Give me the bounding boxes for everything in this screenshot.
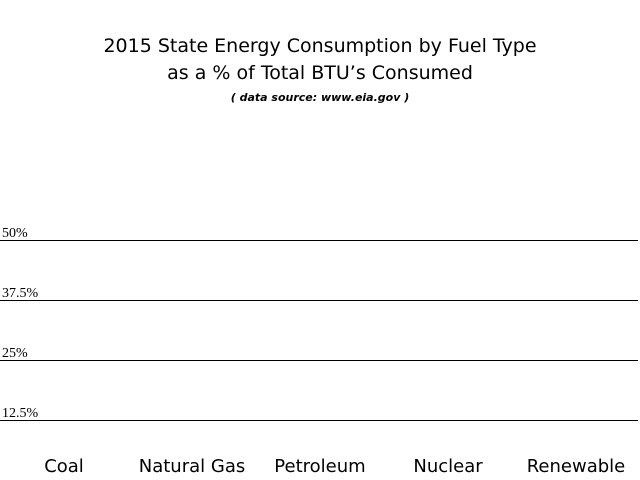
y-tick-label: 50% (2, 226, 28, 241)
y-tick-label: 25% (2, 346, 28, 361)
chart-title: as a % of Total BTU’s Consumed (167, 62, 473, 84)
x-tick-label: Natural Gas (139, 456, 245, 477)
x-tick-label: Nuclear (413, 456, 483, 477)
y-tick-label: 12.5% (2, 406, 39, 421)
x-tick-label: Coal (44, 456, 84, 477)
chart-source: ( data source: www.eia.gov ) (231, 91, 410, 104)
y-tick-label: 37.5% (2, 286, 39, 301)
chart-title: 2015 State Energy Consumption by Fuel Ty… (103, 35, 536, 57)
x-tick-label: Renewable (527, 456, 626, 477)
x-tick-label: Petroleum (274, 456, 365, 477)
